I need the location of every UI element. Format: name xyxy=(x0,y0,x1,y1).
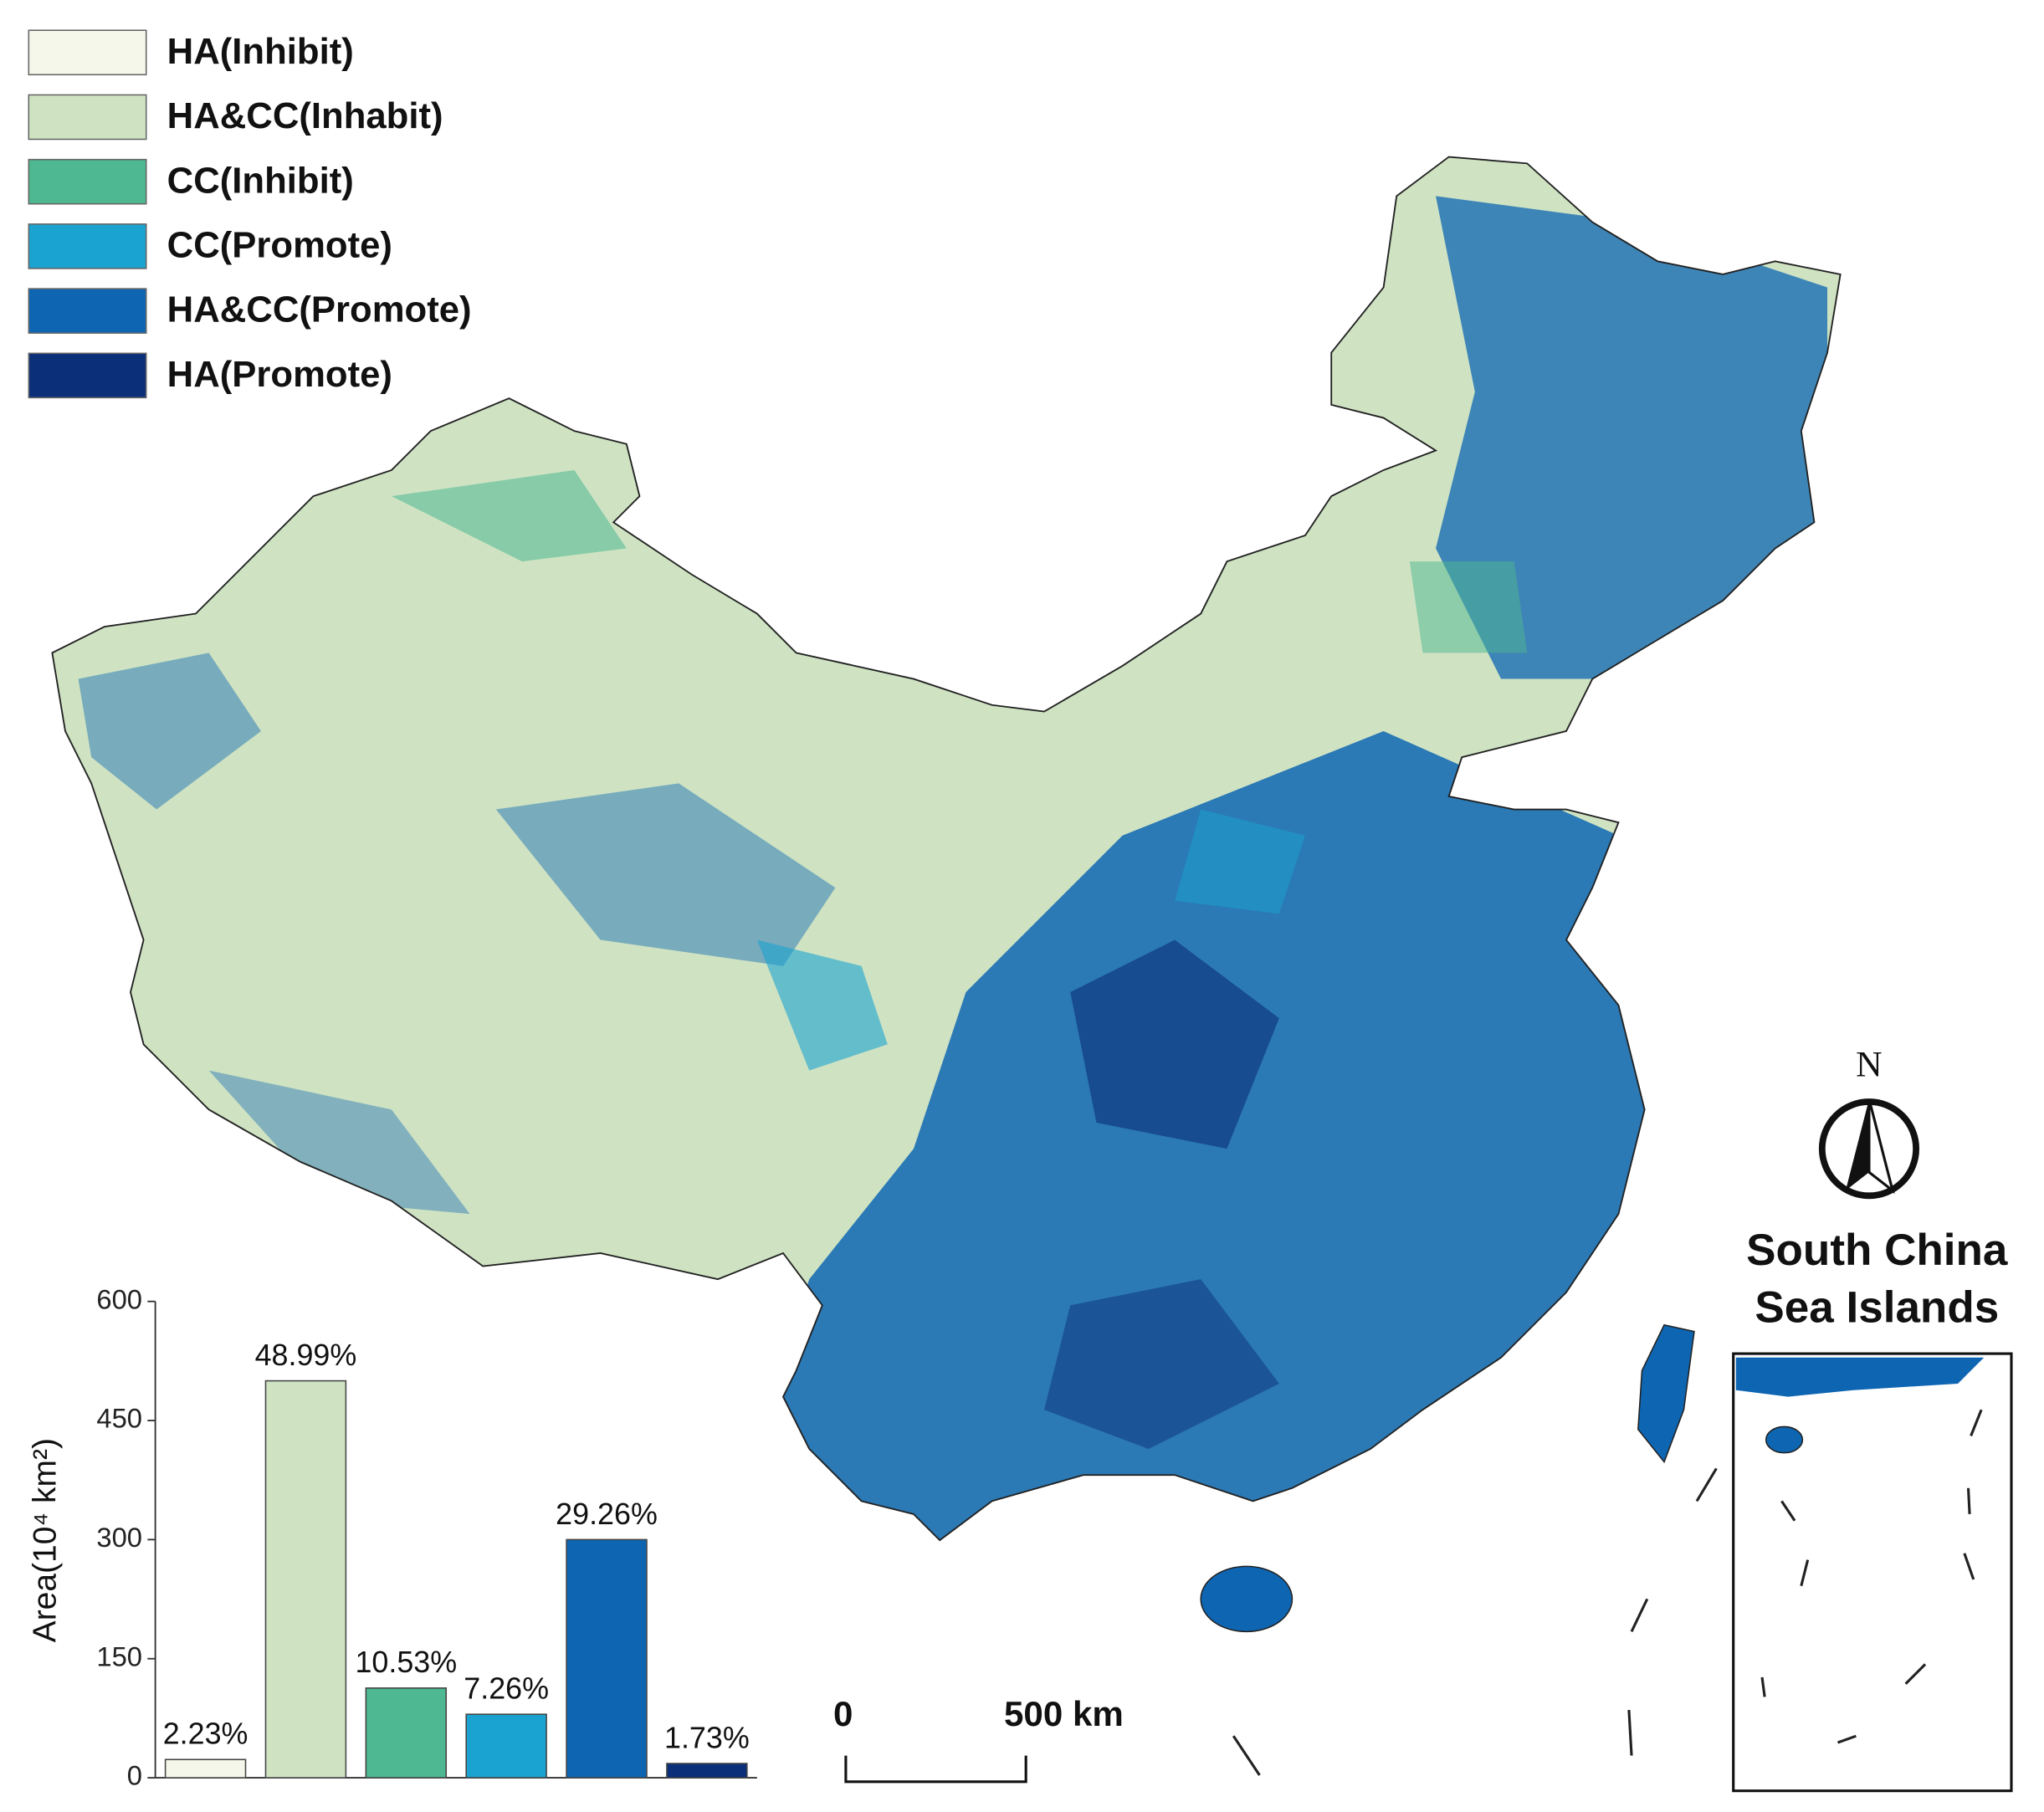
legend-label: HA&CC(Inhabit) xyxy=(167,95,443,136)
china-map xyxy=(51,156,1842,1776)
hainan xyxy=(1200,1565,1294,1633)
value-label: 29.26% xyxy=(556,1497,658,1531)
inset-boundary xyxy=(1760,1409,1983,1744)
legend-swatch xyxy=(28,352,147,399)
legend-swatch xyxy=(28,94,147,141)
bar xyxy=(264,1379,347,1779)
legend-label: HA(Promote) xyxy=(167,354,392,395)
taiwan xyxy=(1637,1323,1695,1464)
bar xyxy=(465,1713,547,1779)
legend-swatch xyxy=(28,158,147,205)
value-label: 2.23% xyxy=(163,1717,248,1751)
legend: HA(Inhibit) HA&CC(Inhabit) CC(Inhibit) CC(P… xyxy=(28,29,472,399)
bar xyxy=(164,1758,247,1779)
bar xyxy=(566,1538,648,1779)
value-label: 1.73% xyxy=(664,1721,750,1754)
value-label: 48.99% xyxy=(255,1339,357,1372)
legend-swatch xyxy=(28,288,147,334)
scale-bar-line xyxy=(844,1755,1027,1784)
legend-swatch xyxy=(28,223,147,269)
legend-label: HA&CC(Promote) xyxy=(167,289,472,330)
y-tick-label: 600 xyxy=(96,1283,142,1314)
bar xyxy=(666,1763,748,1779)
inset-title-line: Sea Islands xyxy=(1755,1283,1999,1333)
inset: South China Sea Islands xyxy=(1732,1226,2013,1793)
y-tick-label: 0 xyxy=(127,1760,142,1791)
legend-label: CC(Promote) xyxy=(167,224,392,265)
bar xyxy=(365,1687,448,1779)
bar-chart: 0 150 300 450 600 Area(10⁴ km²) 2.23% 48.99% 10.… xyxy=(27,1283,757,1791)
north-label: N xyxy=(1856,1044,1883,1084)
y-tick-label: 150 xyxy=(96,1641,142,1671)
scale-label: 500 km xyxy=(1004,1694,1124,1733)
legend-swatch xyxy=(28,29,147,76)
scale-bar: 0 500 km xyxy=(833,1694,1124,1784)
inset-coast xyxy=(1735,1357,1985,1397)
scale-label: 0 xyxy=(833,1694,853,1733)
legend-label: HA(Inhibit) xyxy=(167,31,354,72)
legend-label: CC(Inhibit) xyxy=(167,160,354,201)
inset-hainan xyxy=(1765,1426,1804,1454)
y-tick-label: 300 xyxy=(96,1522,142,1553)
y-axis-label: Area(10⁴ km²) xyxy=(27,1438,63,1642)
map-fill xyxy=(78,196,1828,1541)
north-arrow-right xyxy=(1867,1098,1895,1195)
north-arrow: N xyxy=(1818,1044,1920,1200)
north-arrow-left xyxy=(1845,1098,1869,1191)
value-label: 7.26% xyxy=(464,1672,549,1706)
value-label: 10.53% xyxy=(355,1646,457,1679)
y-tick-label: 450 xyxy=(96,1403,142,1434)
inset-title-line: South China xyxy=(1746,1226,2008,1275)
sea-boundary xyxy=(1232,1467,1718,1776)
